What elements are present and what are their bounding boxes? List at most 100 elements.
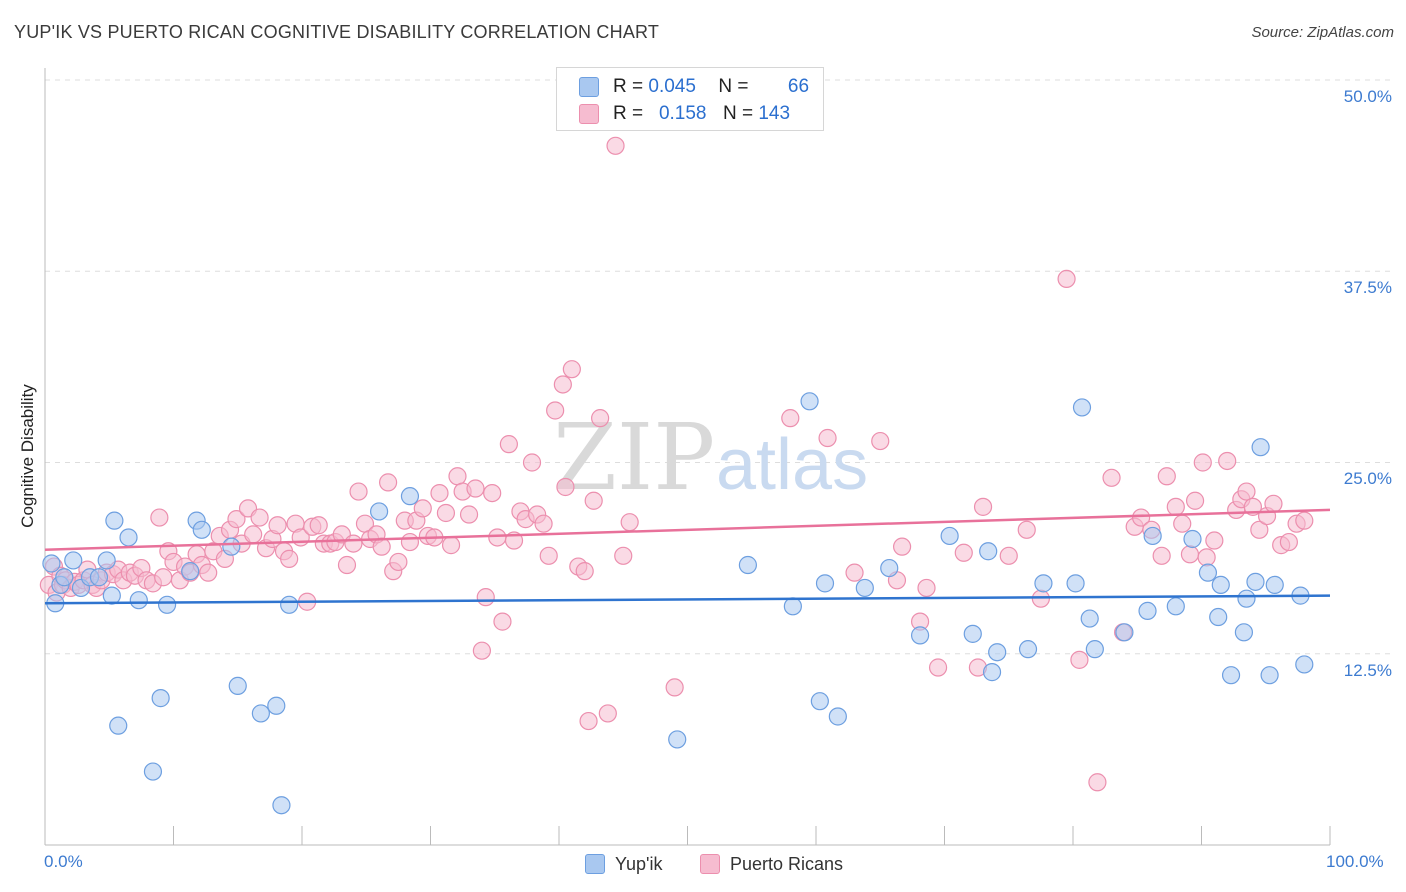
puerto-ricans-point [598, 704, 617, 723]
legend-n-label: N = [722, 103, 754, 124]
puerto-ricans-point [1088, 773, 1107, 792]
yupik-point [1221, 666, 1241, 685]
puerto-ricans-point [1197, 548, 1216, 567]
puerto-ricans-point [1279, 532, 1298, 552]
puerto-ricans-trend-line [44, 508, 1331, 551]
puerto-ricans-point [413, 499, 432, 518]
trend-lines [44, 508, 1331, 605]
yupik-point [151, 689, 170, 708]
yupik-trend-line [44, 594, 1331, 605]
yupik-point [810, 692, 829, 711]
yupik-point [129, 591, 148, 610]
puerto-ricans-point [973, 497, 993, 516]
puerto-ricans-point [227, 510, 246, 529]
puerto-ricans-point [1166, 497, 1185, 516]
puerto-ricans-point [522, 453, 542, 472]
puerto-ricans-point [466, 479, 485, 498]
yupik-point [1183, 529, 1202, 549]
yupik-point [800, 392, 819, 411]
yupik-point [910, 626, 930, 645]
yupik-point [109, 716, 128, 735]
puerto-ricans-point [244, 525, 263, 544]
yupik-point [143, 762, 163, 781]
yupik-point [940, 526, 959, 546]
puerto-ricans-point [150, 508, 169, 527]
puerto-ricans-point [818, 428, 837, 448]
puerto-ricans-point [1250, 520, 1269, 539]
yupik-point [979, 542, 998, 561]
yupik-point [1237, 589, 1256, 608]
yupik-point [1138, 601, 1157, 621]
legend-swatch-puerto-ricans [579, 104, 599, 124]
yupik-point [89, 568, 109, 587]
puerto-ricans-point [1295, 511, 1314, 530]
yupik-point [251, 704, 270, 723]
grid-lines [45, 79, 1394, 655]
puerto-ricans-point [493, 612, 512, 631]
puerto-ricans-point [917, 578, 936, 598]
puerto-ricans-point [268, 516, 287, 535]
legend-row-puerto-ricans: R = 0.158 N = 143 [579, 102, 798, 126]
yupik-point [1166, 597, 1185, 616]
puerto-ricans-point [928, 658, 948, 677]
yupik-point [1115, 623, 1134, 642]
yupik-point [370, 502, 389, 521]
yupik-point [228, 676, 247, 695]
yupik-point [1066, 574, 1085, 593]
legend-n-value-yupik: 66 [787, 76, 810, 97]
yupik-point [1295, 655, 1314, 674]
yupik-point [1260, 666, 1279, 685]
puerto-ricans-point [1057, 269, 1076, 288]
puerto-ricans-point [280, 549, 299, 568]
x-tick-label-min: 0.0% [44, 852, 83, 871]
puerto-ricans-point [1193, 453, 1212, 472]
yupik-point [222, 537, 241, 556]
yupik-point [1246, 572, 1265, 591]
puerto-ricans-point [781, 409, 800, 428]
yupik-point [272, 796, 291, 815]
puerto-ricans-point [250, 508, 269, 527]
puerto-ricans-point [436, 503, 456, 523]
yupik-point [64, 551, 83, 570]
puerto-ricans-point [999, 546, 1018, 565]
bottom-legend-swatch-yupik [585, 854, 605, 874]
puerto-ricans-point [1218, 451, 1237, 471]
legend-r-label: R = [613, 76, 644, 97]
y-axis-label: Cognitive Disability [18, 384, 37, 528]
puerto-ricans-point [539, 546, 558, 565]
puerto-ricans-point [954, 543, 973, 562]
puerto-ricans-point [483, 484, 502, 503]
chart-title: YUP'IK VS PUERTO RICAN COGNITIVE DISABIL… [14, 22, 660, 42]
puerto-ricans-point [591, 409, 610, 428]
puerto-ricans-point [344, 534, 363, 553]
puerto-ricans-point [845, 563, 864, 582]
puerto-ricans-point [584, 491, 603, 510]
axes [44, 68, 1331, 846]
series-puerto-ricans [39, 87, 1314, 792]
bottom-legend-puerto-ricans: Puerto Ricans [700, 852, 843, 876]
yupik-point [97, 551, 116, 570]
yupik-point [1251, 438, 1270, 457]
puerto-ricans-point [199, 563, 218, 582]
yupik-point [1085, 640, 1104, 659]
yupik-point [400, 487, 420, 506]
yupik-point [982, 663, 1002, 682]
puerto-ricans-point [620, 513, 639, 532]
legend-n-label: N = [718, 76, 749, 97]
puerto-ricans-point [556, 477, 575, 497]
legend-r-value-yupik: 0.045 [648, 76, 696, 97]
puerto-ricans-point [378, 473, 398, 492]
yupik-point [55, 568, 74, 587]
yupik-point [1265, 575, 1284, 595]
yupik-point [42, 554, 61, 573]
puerto-ricans-point [1031, 589, 1050, 608]
puerto-ricans-point [476, 588, 495, 607]
yupik-point [855, 578, 874, 598]
puerto-ricans-point [1152, 546, 1171, 565]
puerto-ricans-point [309, 516, 328, 535]
puerto-ricans-point [441, 536, 461, 555]
puerto-ricans-point [871, 431, 890, 451]
puerto-ricans-point [430, 484, 449, 503]
yupik-point [783, 597, 802, 616]
puerto-ricans-point [1157, 467, 1176, 486]
